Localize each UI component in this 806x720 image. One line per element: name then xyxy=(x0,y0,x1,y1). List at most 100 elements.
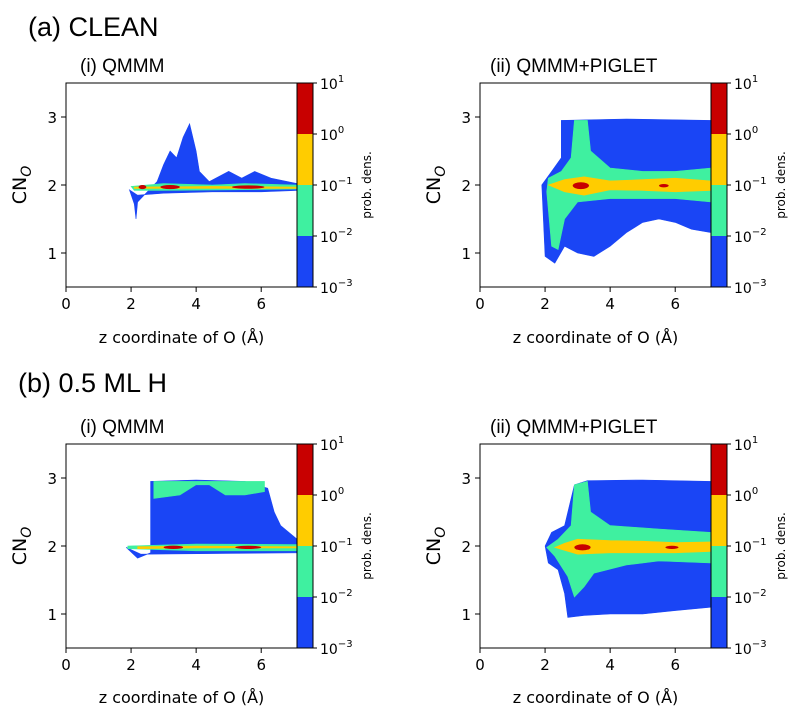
colorbar-label: prob. dens. xyxy=(360,151,374,219)
y-tick-label-3: 3 xyxy=(461,470,471,488)
colorbar-tick-label-4: 10−2 xyxy=(320,227,353,246)
colorbar-tick-exponent: −1 xyxy=(338,176,353,187)
colorbar-segment-1 xyxy=(297,236,313,287)
x-axis-label: z coordinate of O (Å) xyxy=(513,328,679,347)
density-peak-1 xyxy=(138,185,147,190)
y-axis-label: CNO xyxy=(423,166,449,205)
colorbar-tick-base: 10 xyxy=(320,438,338,454)
x-tick-label-2: 2 xyxy=(540,295,550,313)
colorbar-tick-exponent: −2 xyxy=(752,227,767,238)
colorbar-tick-base: 10 xyxy=(320,642,338,658)
y-axis-label-base: CN xyxy=(9,177,31,204)
colorbar-segment-3 xyxy=(711,134,727,185)
y-axis-label-subscript: O xyxy=(433,527,449,538)
y-tick-label-3: 3 xyxy=(47,470,57,488)
colorbar-tick-label-4: 10−2 xyxy=(320,588,353,607)
y-axis-label-subscript: O xyxy=(433,166,449,177)
colorbar-tick-exponent: −3 xyxy=(752,639,767,650)
density-regions xyxy=(125,479,297,559)
colorbar-label: prob. dens. xyxy=(774,512,788,580)
colorbar-tick-exponent: 1 xyxy=(338,435,344,446)
panel-title: (i) QMMM xyxy=(80,56,164,77)
colorbar-segment-2 xyxy=(711,546,727,597)
colorbar-segment-4 xyxy=(297,444,313,495)
colorbar-tick-label-5: 10−3 xyxy=(734,639,767,658)
x-tick-label-3: 4 xyxy=(191,295,201,313)
y-axis-label: CNO xyxy=(9,527,35,566)
colorbar-tick-base: 10 xyxy=(320,77,338,93)
chart-panel-1: 0 2 4 6 1 2 3 z coordinate of O (Å) CNO (i) QMMM 1… xyxy=(9,56,374,347)
x-tick-label-1: 0 xyxy=(475,656,485,674)
colorbar-tick-base: 10 xyxy=(734,591,752,607)
density-peak-2 xyxy=(665,545,679,549)
y-axis-label-base: CN xyxy=(9,538,31,565)
density-regions xyxy=(541,118,711,264)
colorbar-tick-exponent: 0 xyxy=(752,125,758,136)
colorbar-tick-exponent: 0 xyxy=(752,486,758,497)
colorbar-tick-base: 10 xyxy=(320,128,338,144)
colorbar-tick-base: 10 xyxy=(320,179,338,195)
colorbar-segment-4 xyxy=(297,83,313,134)
colorbar-tick-label-5: 10−3 xyxy=(320,278,353,297)
colorbar-tick-label-2: 100 xyxy=(320,125,344,144)
x-tick-label-2: 2 xyxy=(126,295,136,313)
colorbar-label: prob. dens. xyxy=(360,512,374,580)
colorbar-tick-exponent: −1 xyxy=(338,537,353,548)
density-region-4 xyxy=(137,545,297,550)
density-peak-3 xyxy=(231,185,265,189)
x-tick-label-1: 0 xyxy=(61,656,71,674)
density-peak-1 xyxy=(574,544,591,551)
y-tick-label-3: 3 xyxy=(47,109,57,127)
colorbar-tick-label-2: 100 xyxy=(734,486,758,505)
density-region-3 xyxy=(553,538,711,555)
x-tick-label-3: 4 xyxy=(605,295,615,313)
density-region-1 xyxy=(128,122,297,220)
y-tick-label-2: 2 xyxy=(47,177,57,195)
density-peak-2 xyxy=(235,545,262,549)
colorbar-segment-3 xyxy=(711,495,727,546)
colorbar-tick-exponent: −1 xyxy=(752,537,767,548)
section-label-b: (b) 0.5 ML H xyxy=(18,368,167,398)
chart-panel-4: 0 2 4 6 1 2 3 z coordinate of O (Å) CNO (ii) QMMM… xyxy=(423,417,788,707)
density-peak-2 xyxy=(160,185,180,190)
colorbar-segment-2 xyxy=(297,185,313,236)
density-region-3 xyxy=(153,481,265,499)
colorbar-tick-exponent: 0 xyxy=(338,125,344,136)
x-tick-label-4: 6 xyxy=(256,656,266,674)
colorbar-tick-exponent: −3 xyxy=(338,639,353,650)
colorbar-segment-2 xyxy=(711,185,727,236)
colorbar-tick-exponent: 1 xyxy=(752,74,758,85)
density-region-3 xyxy=(547,176,711,196)
colorbar-tick-base: 10 xyxy=(320,230,338,246)
colorbar-tick-label-1: 101 xyxy=(320,74,344,93)
x-axis-label: z coordinate of O (Å) xyxy=(99,688,265,707)
y-tick-label-1: 1 xyxy=(461,245,471,263)
colorbar-tick-base: 10 xyxy=(734,642,752,658)
x-tick-label-4: 6 xyxy=(670,656,680,674)
colorbar-tick-base: 10 xyxy=(734,438,752,454)
colorbar-tick-base: 10 xyxy=(320,540,338,556)
colorbar-tick-exponent: −3 xyxy=(338,278,353,289)
density-region-1 xyxy=(125,479,297,559)
colorbar-segment-4 xyxy=(711,444,727,495)
colorbar-tick-label-4: 10−2 xyxy=(734,227,767,246)
y-axis-label-subscript: O xyxy=(19,527,35,538)
x-tick-label-4: 6 xyxy=(256,295,266,313)
colorbar-tick-label-5: 10−3 xyxy=(734,278,767,297)
colorbar-tick-base: 10 xyxy=(734,281,752,297)
y-tick-label-1: 1 xyxy=(47,606,57,624)
x-tick-label-1: 0 xyxy=(475,295,485,313)
colorbar-tick-label-1: 101 xyxy=(734,435,758,454)
colorbar-tick-label-4: 10−2 xyxy=(734,588,767,607)
y-axis-label-base: CN xyxy=(423,177,445,204)
y-tick-label-2: 2 xyxy=(47,538,57,556)
colorbar-tick-label-3: 10−1 xyxy=(320,537,353,556)
density-peak-1 xyxy=(572,182,589,190)
y-tick-label-1: 1 xyxy=(47,245,57,263)
colorbar-tick-exponent: −3 xyxy=(752,278,767,289)
y-axis-label-base: CN xyxy=(423,538,445,565)
density-peak-1 xyxy=(163,545,184,550)
colorbar-tick-exponent: 0 xyxy=(338,486,344,497)
x-tick-label-2: 2 xyxy=(540,656,550,674)
colorbar-tick-label-3: 10−1 xyxy=(734,176,767,195)
